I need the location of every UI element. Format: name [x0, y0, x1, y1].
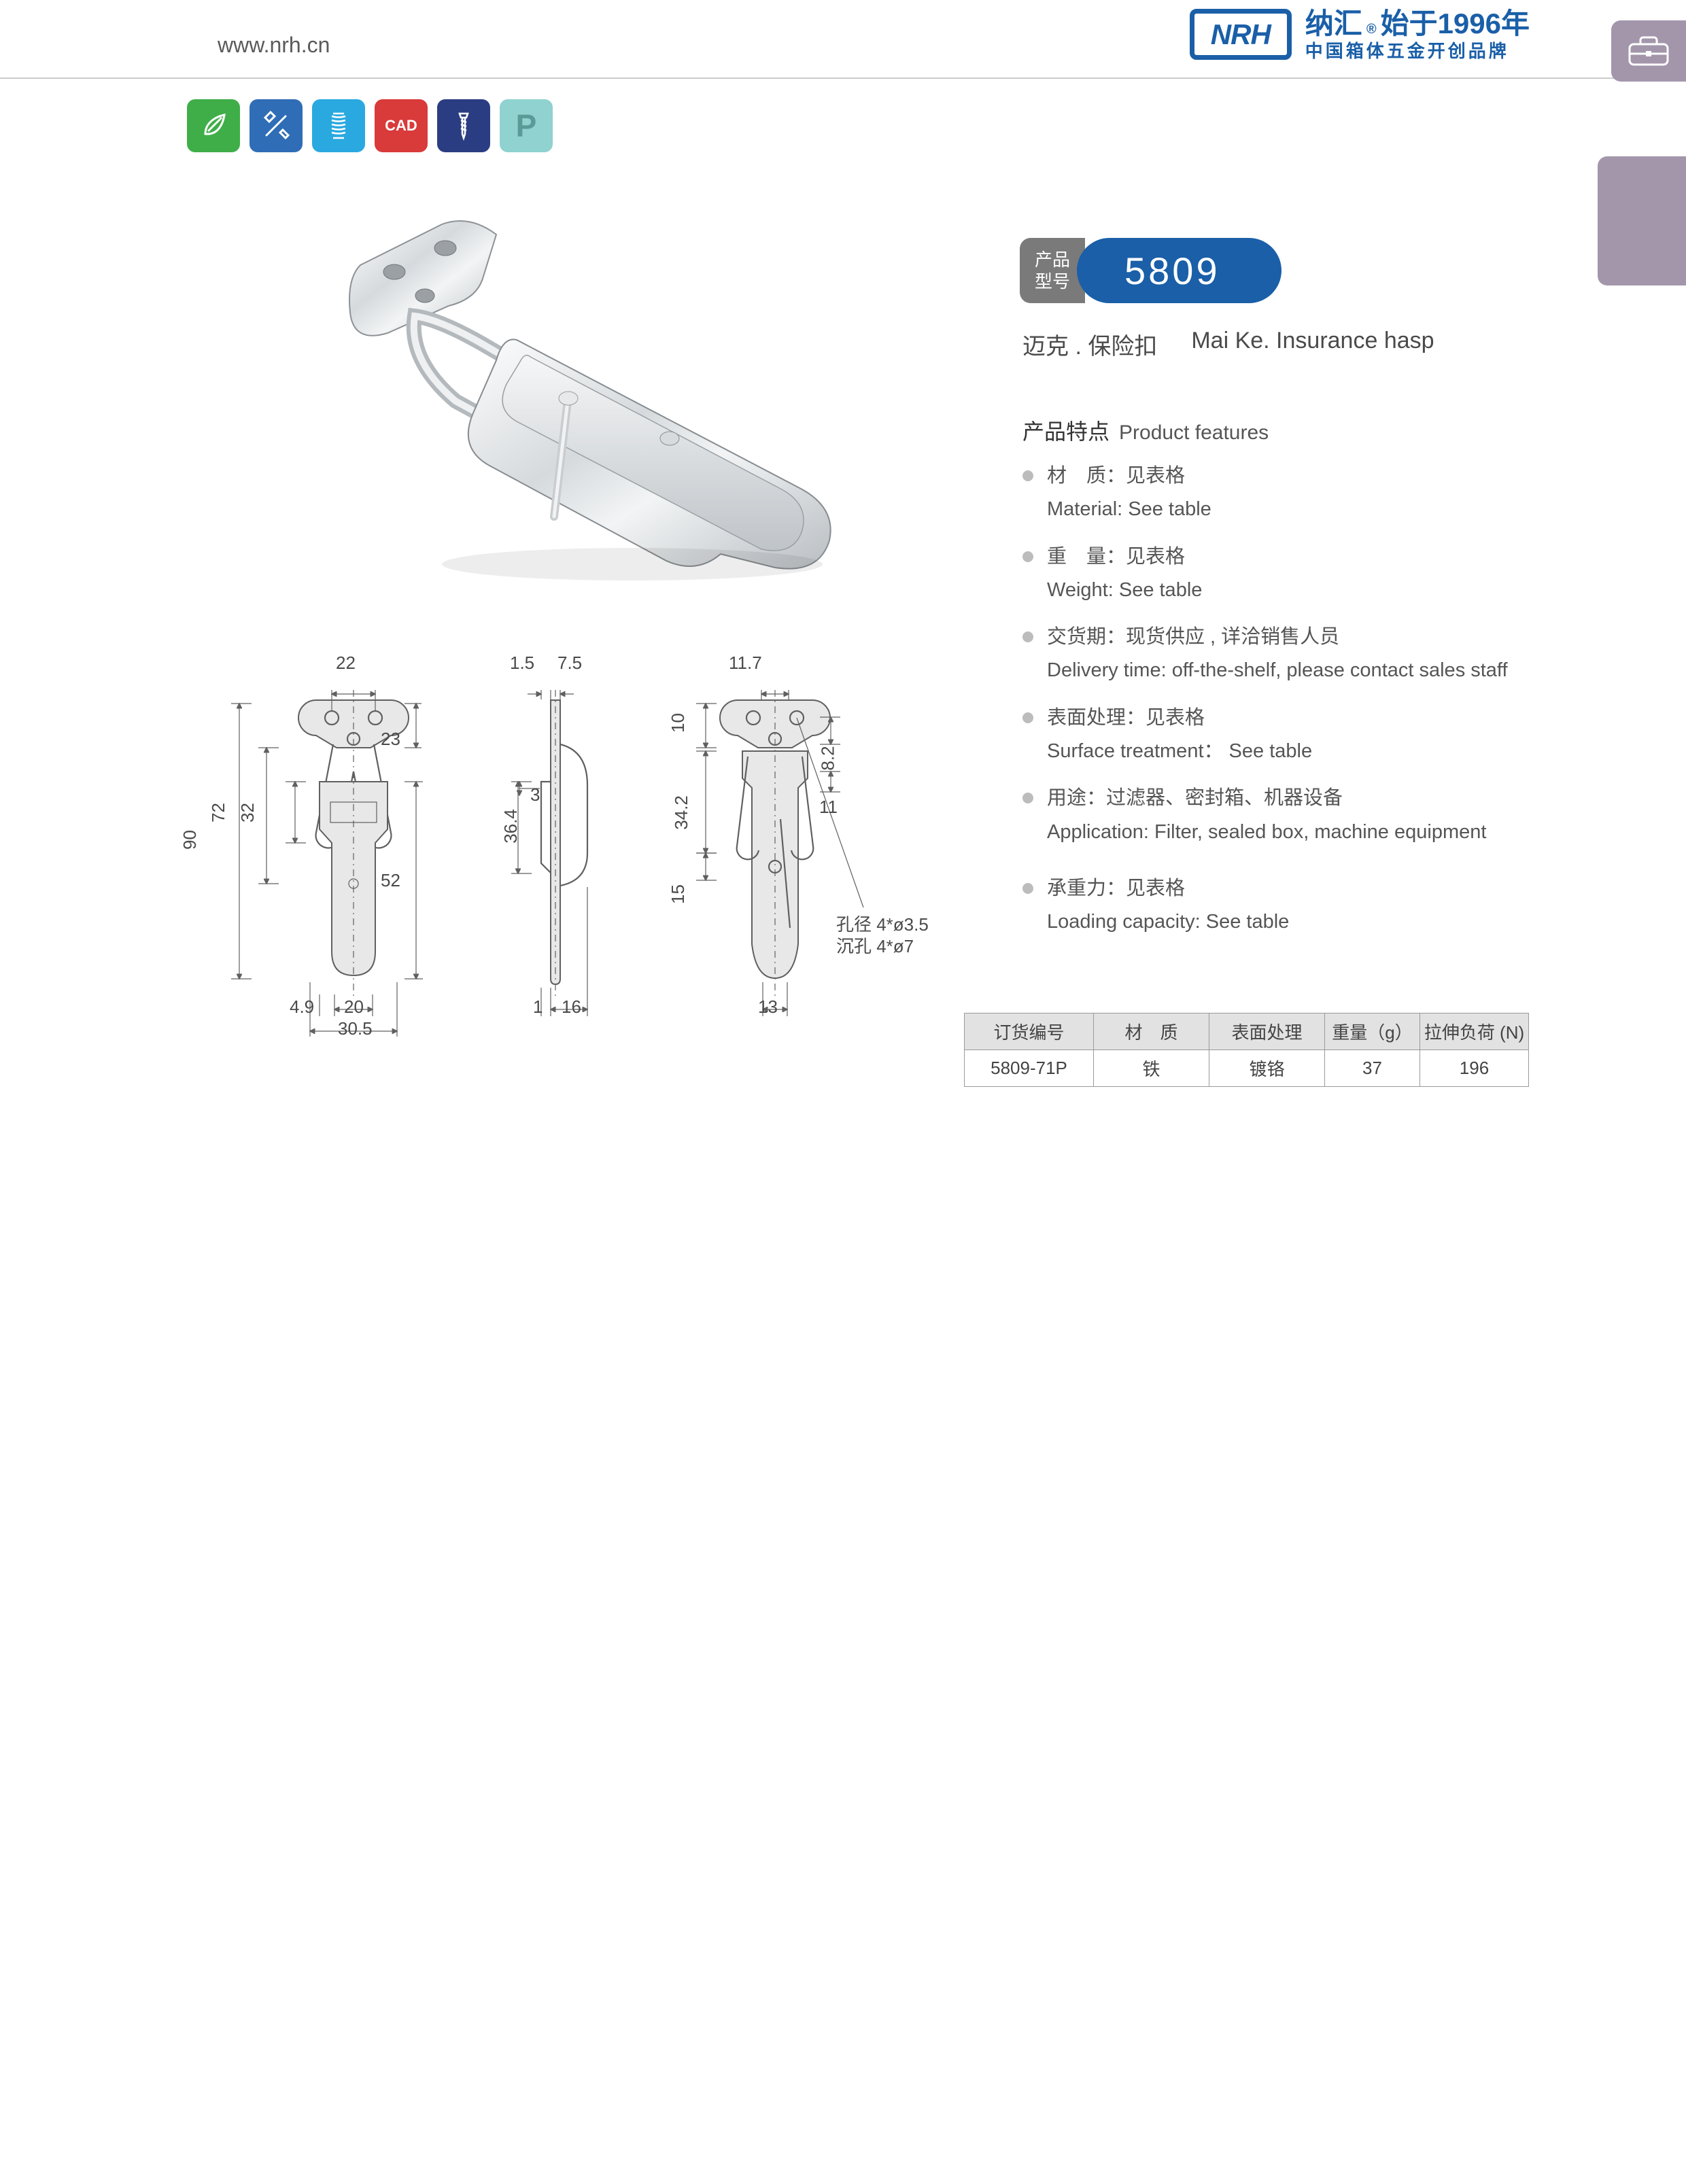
dim-3: 3 — [530, 784, 540, 805]
dim-1: 1 — [533, 996, 543, 1018]
eco-icon — [187, 99, 240, 152]
dim-22: 22 — [336, 653, 356, 674]
table-row: 5809-71P 铁 镀铬 37 196 — [965, 1050, 1529, 1087]
dim-72: 72 — [208, 803, 229, 822]
brand-line2: 中国箱体五金开创品牌 — [1305, 41, 1530, 62]
dim-1-5: 1.5 — [510, 653, 534, 674]
feature-item: 重 量：见表格 Weight: See table — [1022, 540, 1526, 608]
table-header-row: 订货编号 材 质 表面处理 重量（g） 拉伸负荷 (N) — [965, 1013, 1529, 1050]
dim-15: 15 — [668, 884, 689, 904]
feature-item: 用途：过滤器、密封箱、机器设备 Application: Filter, sea… — [1022, 782, 1526, 849]
tools-icon — [250, 99, 303, 152]
subtitle-cn: 迈克 . 保险扣 — [1022, 328, 1157, 361]
dim-10: 10 — [668, 713, 689, 733]
screw-icon — [437, 99, 490, 152]
dim-11: 11 — [819, 797, 838, 818]
dim-13: 13 — [758, 996, 778, 1018]
brand-text: 纳汇® 始于1996年 中国箱体五金开创品牌 — [1305, 7, 1530, 63]
th-material: 材 质 — [1094, 1013, 1209, 1050]
td-material: 铁 — [1094, 1050, 1209, 1087]
th-load: 拉伸负荷 (N) — [1420, 1013, 1529, 1050]
dim-4-9: 4.9 — [290, 996, 314, 1018]
spec-table: 订货编号 材 质 表面处理 重量（g） 拉伸负荷 (N) 5809-71P 铁 … — [964, 1013, 1529, 1087]
features-heading-cn: 产品特点 — [1022, 415, 1109, 446]
model-label-1: 产品 — [1035, 249, 1070, 271]
technical-drawing — [170, 649, 938, 1091]
side-panel[interactable] — [1598, 156, 1686, 285]
feature-cn: 重 量：见表格 — [1047, 540, 1526, 574]
feature-item: 交货期：现货供应 , 详洽销售人员 Delivery time: off-the… — [1022, 621, 1526, 688]
toolbox-icon — [1627, 35, 1670, 67]
nrh-logo: NRH — [1190, 9, 1292, 60]
feature-item: 承重力：见表格 Loading capacity: See table — [1022, 872, 1526, 939]
dim-90: 90 — [179, 830, 201, 850]
product-features: 产品特点 Product features 材 质：见表格 Material: … — [1022, 415, 1526, 953]
features-heading: 产品特点 Product features — [1022, 415, 1526, 446]
feature-item: 表面处理：见表格 Surface treatment： See table — [1022, 701, 1526, 769]
product-render — [313, 197, 877, 591]
feature-cn: 用途：过滤器、密封箱、机器设备 — [1047, 782, 1526, 815]
dim-16: 16 — [562, 996, 581, 1018]
feature-en: Weight: See table — [1047, 574, 1526, 607]
td-surface: 镀铬 — [1209, 1050, 1325, 1087]
side-tab[interactable] — [1611, 20, 1686, 82]
dim-8-2: 8.2 — [818, 746, 839, 770]
dim-34-2: 34.2 — [671, 795, 692, 830]
model-label: 产品 型号 — [1020, 238, 1085, 303]
brand-block: NRH 纳汇® 始于1996年 中国箱体五金开创品牌 — [1190, 7, 1530, 63]
feature-en: Surface treatment： See table — [1047, 735, 1526, 768]
feature-cn: 交货期：现货供应 , 详洽销售人员 — [1047, 621, 1526, 654]
subtitle-en: Mai Ke. Insurance hasp — [1191, 328, 1434, 361]
model-label-2: 型号 — [1035, 271, 1070, 293]
feature-en: Delivery time: off-the-shelf, please con… — [1047, 654, 1526, 687]
registered-mark: ® — [1366, 21, 1377, 37]
td-load: 196 — [1420, 1050, 1529, 1087]
brand-line1-b: 始于1996年 — [1381, 7, 1530, 41]
feature-icon-row: CAD P — [187, 99, 553, 152]
model-badge: 产品 型号 5809 — [1020, 238, 1281, 303]
dim-23: 23 — [381, 729, 400, 750]
feature-en: Application: Filter, sealed box, machine… — [1047, 816, 1526, 849]
feature-en: Loading capacity: See table — [1047, 905, 1526, 939]
td-order: 5809-71P — [965, 1050, 1094, 1087]
feature-item: 材 质：见表格 Material: See table — [1022, 460, 1526, 527]
header-bar: www.nrh.cn NRH 纳汇® 始于1996年 中国箱体五金开创品牌 — [0, 0, 1686, 79]
dim-11-7: 11.7 — [729, 653, 762, 674]
p-icon: P — [500, 99, 553, 152]
site-url: www.nrh.cn — [218, 33, 330, 58]
dim-32: 32 — [237, 803, 258, 822]
feature-en: Material: See table — [1047, 493, 1526, 526]
feature-cn: 表面处理：见表格 — [1047, 701, 1526, 735]
spring-icon — [312, 99, 365, 152]
feature-cn: 材 质：见表格 — [1047, 460, 1526, 493]
td-weight: 37 — [1325, 1050, 1420, 1087]
brand-line1: 纳汇® 始于1996年 — [1305, 7, 1530, 41]
th-surface: 表面处理 — [1209, 1013, 1325, 1050]
dim-36-4: 36.4 — [500, 809, 521, 844]
dim-30-5: 30.5 — [338, 1018, 373, 1039]
dim-20: 20 — [344, 996, 364, 1018]
th-order: 订货编号 — [965, 1013, 1094, 1050]
product-subtitle: 迈克 . 保险扣 Mai Ke. Insurance hasp — [1022, 328, 1434, 361]
th-weight: 重量（g） — [1325, 1013, 1420, 1050]
cad-icon: CAD — [375, 99, 428, 152]
dim-52: 52 — [381, 870, 400, 891]
dim-7-5: 7.5 — [557, 653, 582, 674]
hole-note-2: 沉孔 4*ø7 — [836, 933, 914, 958]
brand-line1-a: 纳汇 — [1305, 7, 1362, 41]
features-heading-en: Product features — [1119, 421, 1269, 445]
model-number: 5809 — [1077, 238, 1281, 303]
feature-cn: 承重力：见表格 — [1047, 872, 1526, 905]
